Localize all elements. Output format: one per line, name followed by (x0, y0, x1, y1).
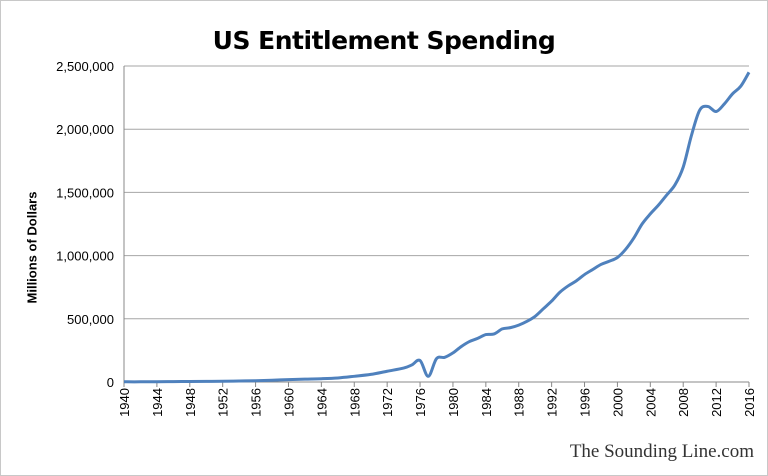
x-tick-label: 2016 (742, 388, 757, 417)
x-tick-label: 1992 (545, 388, 560, 417)
x-tick-label: 1960 (281, 388, 296, 417)
chart-title: US Entitlement Spending (212, 26, 556, 55)
series-line (123, 71, 751, 384)
x-tick-label: 1968 (347, 388, 362, 417)
y-tick-label: 2,000,000 (56, 122, 114, 137)
y-tick-label: 1,500,000 (56, 185, 114, 200)
x-tick-label: 2004 (643, 388, 658, 417)
x-tick-label: 1972 (380, 388, 395, 417)
x-tick-label: 1984 (479, 388, 494, 417)
y-tick-label: 500,000 (67, 312, 114, 327)
x-tick-label: 1988 (512, 388, 527, 417)
x-tick-label: 1980 (446, 388, 461, 417)
x-tick-label: 1964 (314, 388, 329, 417)
x-tick-label: 2000 (610, 388, 625, 417)
x-tick-label: 1976 (413, 388, 428, 417)
x-tick-label: 2012 (709, 388, 724, 417)
y-tick-label: 2,500,000 (56, 59, 114, 74)
y-tick-label: 1,000,000 (56, 249, 114, 264)
x-tick-label: 2008 (676, 388, 691, 417)
x-tick-label: 1996 (578, 388, 593, 417)
y-tick-label: 0 (107, 375, 114, 390)
x-tick-label: 1952 (216, 388, 231, 417)
x-tick-label: 1956 (249, 388, 264, 417)
x-tick-label: 1944 (150, 388, 165, 417)
x-tick-label: 1940 (117, 388, 132, 417)
watermark: The Sounding Line.com (569, 441, 754, 462)
x-tick-label: 1948 (183, 388, 198, 417)
